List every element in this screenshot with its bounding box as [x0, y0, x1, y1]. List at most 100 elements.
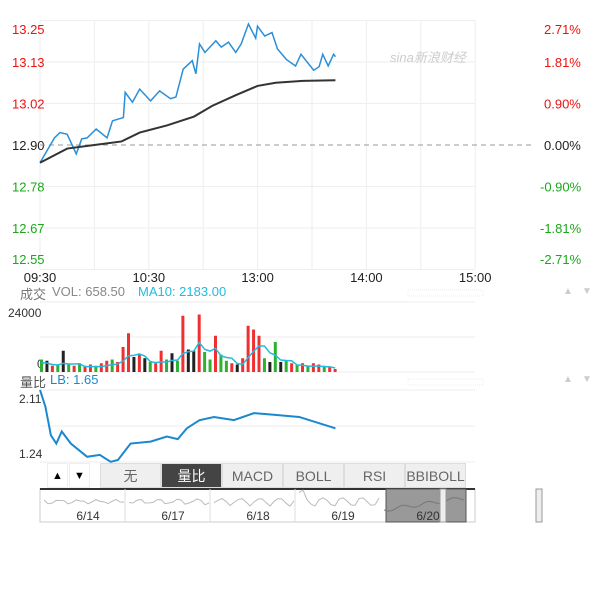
tab-bbiboll[interactable]: BBIBOLL	[405, 463, 466, 488]
volume-bar	[78, 363, 82, 372]
volume-bar	[127, 333, 130, 372]
lb-collapse-up-icon[interactable]: ▲	[563, 374, 573, 385]
lb-tick: 1.24	[19, 447, 43, 461]
volume-bar	[208, 359, 212, 372]
volume-bar	[241, 358, 245, 372]
volume-bar	[235, 364, 239, 372]
volume-bar	[306, 365, 310, 372]
volume-bar	[45, 360, 49, 372]
volume-bar	[116, 362, 120, 372]
volume-bar	[154, 363, 158, 372]
x-tick: 13:00	[241, 270, 274, 285]
lb-scroll-dots	[407, 378, 484, 386]
volume-bar	[165, 359, 169, 372]
volume-bar	[322, 365, 326, 372]
volume-bar	[219, 354, 223, 372]
volume-bar	[132, 357, 136, 372]
volume-bar	[328, 367, 332, 372]
volume-bar	[83, 365, 87, 372]
volume-bar	[170, 353, 174, 372]
navigator-sparkline	[128, 498, 210, 506]
lb-tick: 2.11	[19, 392, 42, 406]
navigator-handle-left[interactable]	[439, 488, 447, 523]
volume-bar	[186, 349, 190, 372]
volume-collapse-down-icon[interactable]: ▼	[582, 286, 592, 297]
volume-bar	[72, 365, 76, 372]
y-right-tick: -1.81%	[540, 221, 582, 236]
volume-bar	[257, 335, 261, 372]
zoom-out-button[interactable]: ▼	[69, 463, 90, 488]
navigator-sparkline	[298, 489, 380, 507]
volume-bar	[61, 350, 65, 372]
volume-bar	[290, 363, 294, 372]
sina-watermark: sina新浪财经	[390, 50, 468, 65]
volume-bar	[284, 360, 288, 372]
volume-bar	[230, 363, 234, 372]
volume-value: VOL: 658.50	[52, 284, 125, 299]
x-tick: 14:00	[350, 270, 383, 285]
tab-macd[interactable]: MACD	[222, 463, 283, 488]
y-left-tick: 12.90	[12, 138, 45, 153]
y-right-tick: 0.90%	[544, 97, 581, 112]
volume-bar	[333, 369, 337, 372]
lb-collapse-down-icon[interactable]: ▼	[582, 374, 592, 385]
tab-volume-ratio[interactable]: 量比	[161, 463, 222, 488]
y-right-tick: 1.81%	[544, 55, 581, 70]
volume-bar	[88, 364, 92, 372]
price-line	[39, 22, 337, 164]
volume-bar	[94, 365, 98, 372]
volume-label: 成交	[20, 287, 47, 302]
y-left-tick: 12.78	[12, 180, 45, 195]
navigator-date: 6/20	[416, 509, 440, 523]
tab-none[interactable]: 无	[100, 463, 161, 488]
y-left-tick: 12.55	[12, 252, 45, 267]
zoom-in-button[interactable]: ▲	[47, 463, 68, 488]
volume-bar	[50, 365, 54, 372]
volume-bar	[121, 347, 125, 372]
volume-bar	[301, 363, 304, 372]
x-tick: 15:00	[459, 270, 492, 285]
x-tick: 09:30	[24, 270, 57, 285]
average-line	[39, 79, 336, 164]
indicator-tabs: ▲ ▼ 无 量比 MACD BOLL RSI BBIBOLL	[47, 463, 466, 488]
volume-bar	[224, 360, 228, 372]
navigator-sparkline	[43, 498, 125, 505]
x-tick: 10:30	[133, 270, 166, 285]
volume-bar	[262, 358, 266, 372]
ma10-value: MA10: 2183.00	[138, 284, 227, 299]
volume-collapse-up-icon[interactable]: ▲	[563, 286, 573, 297]
navigator-date: 6/17	[161, 509, 185, 523]
volume-bar	[295, 364, 299, 372]
navigator-date: 6/19	[331, 509, 355, 523]
tab-rsi[interactable]: RSI	[344, 463, 405, 488]
volume-bar	[246, 325, 250, 372]
volume-bar	[148, 362, 152, 372]
volume-bar	[268, 362, 272, 372]
volume-bar	[273, 342, 277, 372]
navigator-selection	[385, 488, 467, 523]
navigator-date: 6/18	[246, 509, 270, 523]
lb-label: 量比	[20, 375, 47, 390]
volume-bar	[175, 360, 179, 372]
y-left-tick: 13.13	[12, 55, 45, 70]
navigator-date: 6/14	[76, 509, 100, 523]
volume-scroll-dots	[407, 289, 484, 297]
volume-bar	[137, 354, 141, 372]
volume-bar	[110, 359, 114, 372]
y-right-tick: -0.90%	[540, 180, 582, 195]
volume-bar	[67, 364, 71, 372]
volume-bar	[279, 362, 283, 372]
volume-bar	[192, 350, 196, 372]
volume-bar	[181, 315, 185, 372]
y-right-tick: 0.00%	[544, 138, 581, 153]
volume-bar	[317, 364, 321, 372]
y-right-tick: -2.71%	[540, 252, 582, 267]
volume-bar	[311, 363, 315, 372]
y-left-tick: 12.67	[12, 221, 45, 236]
volume-bar	[40, 359, 43, 372]
tab-boll[interactable]: BOLL	[283, 463, 344, 488]
navigator-handle-right[interactable]	[535, 488, 543, 523]
navigator-sparkline	[213, 498, 295, 507]
volume-bar	[56, 364, 60, 372]
